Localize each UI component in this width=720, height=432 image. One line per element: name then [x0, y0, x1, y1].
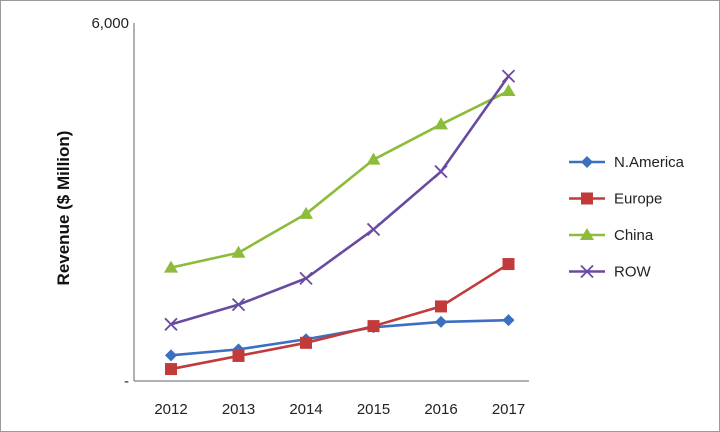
legend: N.America Europe China ROW	[569, 154, 685, 281]
data-point	[299, 271, 313, 286]
data-point	[232, 349, 245, 362]
series-china	[164, 84, 516, 273]
series-line	[170, 318, 509, 357]
y-axis-label: Revenue ($ Million)	[54, 131, 73, 286]
legend-marker	[581, 192, 593, 205]
data-point	[434, 164, 448, 179]
data-point	[366, 152, 381, 165]
legend-marker	[580, 264, 594, 279]
y-tick-label: -	[124, 373, 129, 390]
series-europe	[165, 258, 515, 376]
data-point	[231, 245, 246, 258]
data-point	[299, 206, 313, 219]
legend-label: Europe	[614, 191, 662, 208]
x-tick-label: 2012	[154, 401, 187, 418]
data-point	[231, 297, 246, 312]
x-tick-label: 2015	[357, 401, 390, 418]
data-point	[502, 314, 515, 327]
legend-item: ROW	[569, 264, 652, 281]
series-line	[170, 89, 510, 269]
y-tick-label: 6,000	[91, 15, 129, 32]
data-point	[367, 320, 380, 333]
x-tick-labels: 2012 2013 2014 2015 2016 2017	[154, 401, 525, 418]
legend-label: ROW	[614, 264, 652, 281]
y-tick-labels: - 6,000	[91, 15, 129, 390]
legend-item: Europe	[569, 191, 662, 208]
data-point	[501, 69, 516, 83]
legend-label: China	[614, 227, 654, 244]
legend-marker	[581, 156, 593, 168]
x-tick-label: 2016	[424, 401, 457, 418]
data-point	[164, 260, 178, 273]
series-n-america	[165, 314, 515, 362]
axes	[133, 23, 529, 382]
series-row	[164, 69, 516, 331]
series-group	[164, 69, 516, 376]
data-point	[165, 363, 177, 376]
data-point	[165, 349, 177, 362]
series-line	[170, 75, 510, 326]
data-point	[300, 336, 312, 349]
data-point	[435, 300, 447, 313]
legend-item: China	[569, 227, 654, 244]
x-tick-label: 2017	[492, 401, 525, 418]
data-point	[435, 315, 447, 328]
x-tick-label: 2013	[222, 401, 255, 418]
legend-item: N.America	[569, 154, 685, 171]
data-point	[366, 222, 381, 237]
data-point	[501, 84, 516, 97]
data-point	[502, 258, 515, 271]
legend-marker	[580, 228, 594, 240]
legend-label: N.America	[614, 154, 685, 171]
series-line	[170, 262, 510, 371]
data-point	[164, 317, 178, 331]
x-tick-label: 2014	[289, 401, 322, 418]
data-point	[434, 117, 448, 130]
